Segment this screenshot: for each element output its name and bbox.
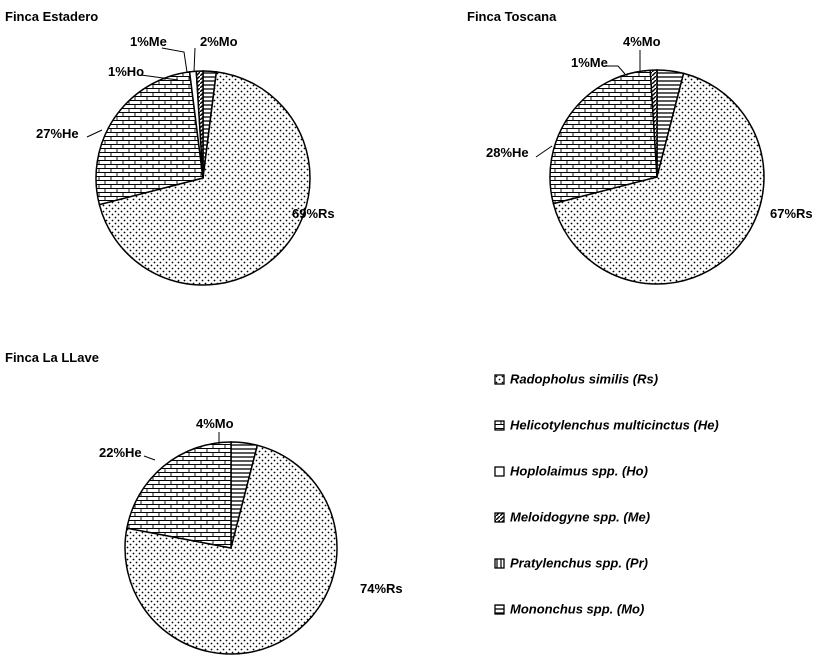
legend-swatch bbox=[494, 374, 505, 385]
pie-slice-rs bbox=[552, 72, 765, 285]
legend-swatch bbox=[494, 466, 505, 477]
legend-swatch bbox=[494, 604, 505, 615]
legend-item: Meloidogyne spp. (Me) bbox=[494, 510, 650, 525]
pie-slice-rs bbox=[98, 71, 311, 286]
legend-item: Hoplolaimus spp. (Ho) bbox=[494, 464, 648, 479]
slice-label: 28%He bbox=[486, 145, 529, 160]
legend-swatch bbox=[494, 512, 505, 523]
slice-label: 1%Ho bbox=[108, 64, 144, 79]
pie-slice-he bbox=[549, 69, 658, 205]
pie-chart: Finca La LLave 4%Mo 74%Rs 22%He bbox=[5, 350, 403, 655]
legend: Radopholus similis (Rs) Helicotylenchus m… bbox=[494, 372, 719, 617]
legend-label: Hoplolaimus spp. (Ho) bbox=[510, 464, 648, 479]
legend-item: Helicotylenchus multicinctus (He) bbox=[494, 418, 719, 433]
pie-slice-he bbox=[126, 441, 232, 549]
chart-title: Finca Toscana bbox=[467, 9, 557, 24]
leader-line bbox=[143, 455, 156, 461]
slice-label: 69%Rs bbox=[292, 206, 335, 221]
slice-label: 2%Mo bbox=[200, 34, 238, 49]
slice-label: 22%He bbox=[99, 445, 142, 460]
legend-label: Pratylenchus spp. (Pr) bbox=[510, 556, 648, 571]
slice-label: 4%Mo bbox=[623, 34, 661, 49]
slice-label: 67%Rs bbox=[770, 206, 813, 221]
pie-slice-rs bbox=[124, 444, 338, 655]
legend-label: Radopholus similis (Rs) bbox=[510, 372, 658, 387]
slice-label: 1%Me bbox=[571, 55, 608, 70]
legend-label: Helicotylenchus multicinctus (He) bbox=[510, 418, 719, 433]
slice-label: 1%Me bbox=[130, 34, 167, 49]
pie-chart: Finca Estadero 2%Mo 69%Rs 27%He 1%Ho 1%Me bbox=[5, 9, 335, 286]
legend-item: Pratylenchus spp. (Pr) bbox=[494, 556, 648, 571]
pie-slice-me bbox=[649, 69, 658, 178]
legend-item: Mononchus spp. (Mo) bbox=[494, 602, 644, 617]
legend-label: Meloidogyne spp. (Me) bbox=[510, 510, 650, 525]
leader-line bbox=[193, 47, 196, 73]
legend-item: Radopholus similis (Rs) bbox=[494, 372, 658, 387]
pie-chart: Finca Toscana 4%Mo 67%Rs 28%He 1%Me bbox=[467, 9, 813, 285]
chart-title: Finca Estadero bbox=[5, 9, 98, 24]
leader-line bbox=[140, 74, 179, 81]
slice-label: 27%He bbox=[36, 126, 79, 141]
chart-title: Finca La LLave bbox=[5, 350, 99, 365]
legend-swatch bbox=[494, 558, 505, 569]
legend-swatch bbox=[494, 420, 505, 431]
pie-slice-me bbox=[195, 70, 204, 179]
pie-slice-he bbox=[95, 71, 204, 206]
leader-line bbox=[606, 65, 626, 75]
slice-label: 74%Rs bbox=[360, 581, 403, 596]
leader-line bbox=[86, 129, 103, 138]
slice-label: 4%Mo bbox=[196, 416, 234, 431]
leader-line bbox=[161, 47, 188, 73]
pie-charts: Finca Estadero2%Mo69%Rs27%He1%Ho1%MeFinc… bbox=[5, 9, 813, 655]
legend-label: Mononchus spp. (Mo) bbox=[510, 602, 644, 617]
leader-line bbox=[535, 145, 553, 158]
